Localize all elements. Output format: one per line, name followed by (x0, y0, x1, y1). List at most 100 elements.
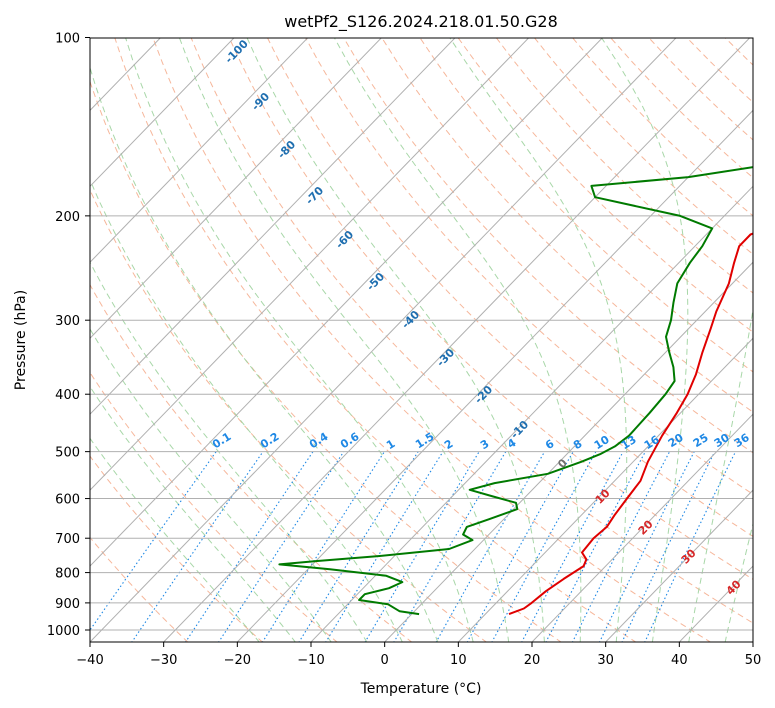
moist-adiabat-line (246, 38, 545, 642)
dry-adiabat-line (266, 38, 753, 537)
isotherm-line (90, 38, 235, 188)
mixing-ratio-line (261, 451, 385, 642)
mixing-ratio-label: 20 (666, 431, 686, 450)
moist-adiabats (90, 38, 753, 642)
dry-adiabat-line (763, 38, 775, 643)
moist-adiabat-line (90, 261, 368, 642)
y-tick-label: 500 (55, 446, 80, 461)
mixing-ratio-label: 36 (732, 431, 752, 450)
mixing-ratio-label: 13 (619, 433, 639, 452)
isotherm-label: -60 (333, 228, 356, 252)
x-tick-label: 40 (671, 653, 688, 668)
y-tick-label: 200 (55, 210, 80, 225)
mixing-ratio-line (644, 451, 737, 642)
dry-adiabat-line (90, 371, 338, 642)
dry-adiabat-line (114, 38, 637, 642)
dry-adiabat-line (686, 38, 753, 103)
dry-adiabats (90, 38, 775, 643)
isotherm-label: -90 (249, 90, 272, 114)
isotherm-label: -30 (434, 346, 457, 370)
x-tick-label: −20 (224, 653, 251, 668)
isotherm-line (0, 38, 13, 643)
mixing-ratio-label: 6 (543, 437, 557, 452)
mixing-ratio-label: 1 (384, 437, 397, 452)
y-axis-label: Pressure (hPa) (13, 290, 29, 390)
temperature-profile (508, 232, 753, 616)
isotherm-line (90, 38, 456, 415)
x-tick-label: −10 (297, 653, 324, 668)
dewpoint-profile (278, 166, 753, 616)
isotherm-label: -80 (275, 138, 298, 162)
x-tick-label: 20 (524, 653, 541, 668)
isotherm-line (162, 38, 751, 642)
dry-adiabat-line (90, 79, 562, 642)
x-tick-label: −30 (150, 653, 177, 668)
dry-adiabat-line (419, 38, 753, 373)
mixing-ratio-line (545, 451, 646, 642)
x-tick-label: 10 (450, 653, 467, 668)
isotherm-line (752, 641, 753, 642)
dry-adiabat-line (90, 455, 264, 642)
moist-adiabat-line (90, 437, 260, 642)
isotherm-label: -20 (472, 383, 495, 407)
mixing-ratio-label: 8 (571, 437, 584, 452)
x-tick-label: −40 (76, 653, 103, 668)
mixing-ratio-line (466, 451, 574, 642)
y-tick-label: 300 (55, 314, 80, 329)
isotherm-label: -70 (303, 184, 326, 208)
moist-adiabat-line (333, 38, 582, 642)
isotherm-line (90, 38, 382, 339)
moist-adiabat-line (90, 385, 296, 642)
moist-adiabat-label: 20 (636, 517, 656, 537)
mixing-ratio-label: 3 (478, 437, 491, 452)
moist-adiabat-line (90, 178, 403, 642)
isotherm-label: -50 (364, 270, 387, 294)
moist-adiabat-line (125, 38, 474, 642)
dry-adiabat-line (90, 188, 488, 642)
moist-adiabat-line (90, 66, 439, 642)
plot-frame (89, 37, 754, 643)
mixing-ratio-label: 1.5 (413, 430, 436, 451)
mixing-ratio-label: 0.1 (210, 430, 233, 451)
y-tick-label: 800 (55, 567, 80, 582)
dry-adiabat-line (90, 283, 413, 642)
isotherm-grid (0, 38, 753, 643)
mixing-ratio-line (621, 451, 716, 642)
moist-adiabat-line (601, 38, 689, 642)
isobar-grid (90, 215, 753, 631)
moist-adiabat-line (90, 328, 332, 642)
isotherm-line (383, 261, 753, 642)
profiles (278, 166, 753, 616)
isotherm-line (236, 109, 753, 642)
y-tick-label: 900 (55, 597, 80, 612)
isotherm-line (90, 38, 530, 491)
dry-adiabat-line (305, 38, 753, 495)
dry-adiabat-line (724, 38, 753, 66)
isotherm-line (90, 38, 309, 263)
isotherm-line (457, 337, 753, 642)
moist-adiabat-label: 40 (724, 577, 744, 597)
x-tick-label: 50 (745, 653, 762, 668)
dry-adiabat-line (533, 38, 753, 255)
mixing-ratio-line (571, 451, 671, 642)
isotherm-label: -40 (399, 308, 422, 332)
x-axis-label: Temperature (°C) (360, 681, 482, 697)
y-tick-label: 1000 (47, 624, 80, 639)
mixing-ratio-label: 25 (691, 431, 711, 450)
mixing-ratio-label: 0.6 (338, 430, 362, 452)
isotherm-line (90, 38, 603, 567)
moist-adiabat-line (724, 521, 753, 642)
x-tick-label: 0 (381, 653, 389, 668)
y-axis: 1000 900 800 700 600 500 400 300 200 100 (47, 32, 90, 639)
mixing-ratio-line (184, 451, 314, 642)
moist-adiabat-line (178, 38, 510, 642)
mixing-ratio-line (325, 451, 444, 642)
isotherm-line (310, 185, 753, 642)
x-tick-label: 30 (597, 653, 614, 668)
mixing-ratio-line (131, 451, 264, 642)
mixing-ratio-line (598, 451, 695, 642)
mixing-ratio-label: 0.4 (307, 430, 331, 452)
mixing-ratio-line (521, 451, 624, 642)
y-tick-label: 700 (55, 532, 80, 547)
mixing-ratio-line (90, 451, 217, 631)
